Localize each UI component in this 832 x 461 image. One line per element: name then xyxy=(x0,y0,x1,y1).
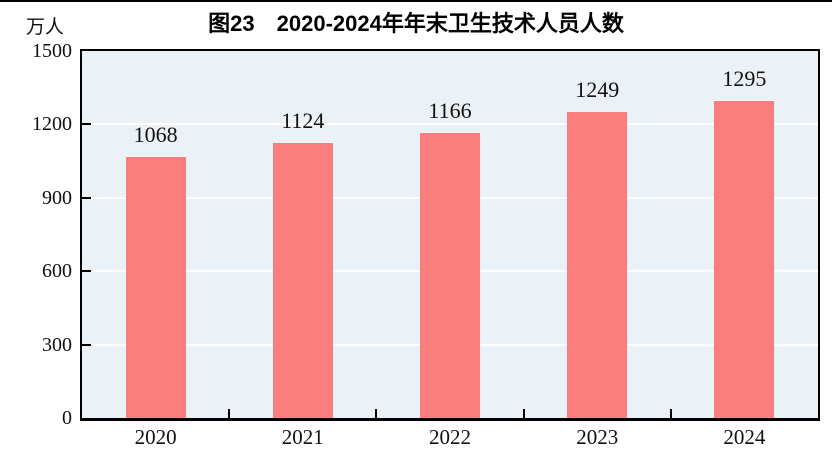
bar-value-label-2023: 1249 xyxy=(575,77,620,103)
y-axis-label-900: 900 xyxy=(42,186,72,209)
y-axis-tick-900 xyxy=(82,196,91,199)
y-axis-tick-600 xyxy=(82,270,91,273)
x-axis-tick-1 xyxy=(228,409,231,418)
x-axis-label-2023: 2023 xyxy=(576,425,619,449)
x-axis-label-2020: 2020 xyxy=(134,425,177,449)
bar-2022 xyxy=(420,132,480,418)
y-axis-label-1500: 1500 xyxy=(32,40,72,62)
bar-2024 xyxy=(714,101,775,418)
y-axis-tick-1200 xyxy=(82,123,91,126)
x-axis-label-2021: 2021 xyxy=(281,425,324,449)
plot-area: 1068 1124 1166 1249 1295 xyxy=(80,49,820,421)
bar-value-label-2020: 1068 xyxy=(133,121,178,147)
x-axis-label-2022: 2022 xyxy=(429,425,471,449)
bar-value-label-2022: 1166 xyxy=(428,97,472,123)
gridline-1200 xyxy=(82,123,818,126)
bar-2020 xyxy=(125,156,186,418)
y-axis-tick-300 xyxy=(82,343,91,346)
bar-2023 xyxy=(567,112,628,418)
y-axis-unit-label: 万人 xyxy=(26,17,65,38)
x-axis-tick-3 xyxy=(522,409,525,418)
y-axis-label-300: 300 xyxy=(42,333,72,356)
bar-2021 xyxy=(272,143,333,418)
y-axis-label-0: 0 xyxy=(62,407,72,429)
x-axis-label-2024: 2024 xyxy=(723,425,766,449)
y-axis-label-600: 600 xyxy=(42,260,72,283)
top-border-line xyxy=(0,0,832,2)
chart-title: 图23 2020-2024年年末卫生技术人员人数 xyxy=(208,11,624,36)
x-axis-tick-2 xyxy=(375,409,378,418)
x-axis-tick-4 xyxy=(669,409,672,418)
bar-value-label-2024: 1295 xyxy=(722,66,767,92)
y-axis-label-1200: 1200 xyxy=(32,113,72,136)
bar-value-label-2021: 1124 xyxy=(281,108,325,133)
